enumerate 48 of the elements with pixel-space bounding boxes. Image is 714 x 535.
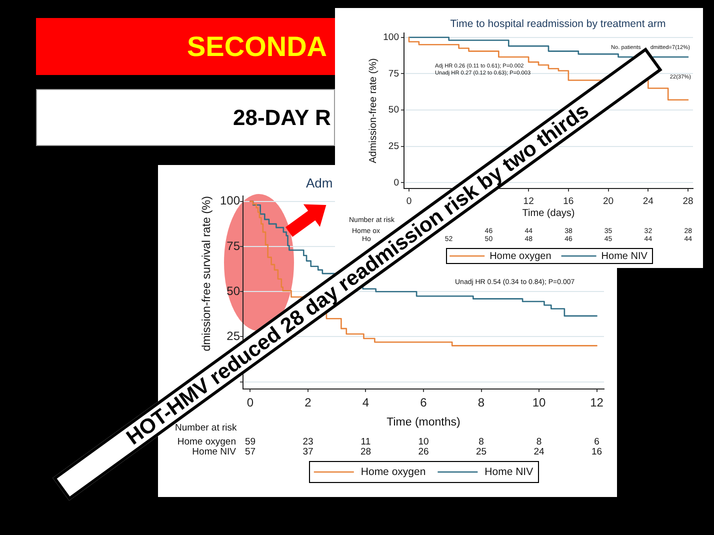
y-tick-label: 75 bbox=[226, 238, 240, 253]
text: 37 bbox=[302, 446, 314, 458]
legend-label: Home NIV bbox=[484, 466, 534, 478]
y-tick-label: 50 bbox=[226, 284, 240, 298]
x-axis-title: Time (months) bbox=[386, 416, 461, 428]
x-tick-label: 0 bbox=[406, 196, 412, 207]
text: 23 bbox=[302, 436, 314, 448]
y-tick-label: 25 bbox=[388, 140, 399, 152]
y-axis-title: dmission-free survival rate (%) bbox=[201, 196, 214, 352]
text: 11 bbox=[360, 436, 371, 448]
x-tick-label: 0 bbox=[246, 396, 254, 410]
x-tick-label: 16 bbox=[563, 196, 574, 207]
x-axis-title: Time (days) bbox=[522, 208, 575, 219]
x-tick-label: 8 bbox=[478, 396, 485, 410]
x-tick-label: 20 bbox=[603, 196, 614, 207]
x-tick-label: 12 bbox=[523, 196, 534, 207]
y-tick-label: 100 bbox=[220, 194, 240, 208]
x-tick-label: 10 bbox=[532, 396, 546, 410]
x-tick-label: 24 bbox=[642, 196, 654, 207]
y-tick-label: 0 bbox=[394, 177, 399, 188]
text: 28-DAY R bbox=[233, 104, 331, 130]
text: 24 bbox=[534, 446, 544, 458]
x-tick-label: 4 bbox=[362, 396, 370, 410]
text: 28 bbox=[360, 446, 372, 458]
x-tick-label: 12 bbox=[590, 396, 604, 410]
legend-label: Home oxygen bbox=[360, 466, 426, 478]
x-tick-label: 2 bbox=[304, 396, 312, 410]
text: 25 bbox=[476, 446, 487, 458]
x-tick-label: 6 bbox=[420, 396, 428, 410]
legend-label: Home NIV bbox=[601, 250, 648, 262]
text: SECONDA bbox=[187, 30, 328, 62]
y-tick-label: 75 bbox=[388, 68, 399, 80]
text: 8 bbox=[478, 436, 484, 448]
text: 16 bbox=[591, 446, 602, 458]
chart-title: Adm bbox=[306, 176, 333, 191]
text: 8 bbox=[536, 436, 542, 448]
chart-title: Time to hospital readmission by treatment arm bbox=[450, 18, 666, 30]
y-tick-label: 100 bbox=[383, 32, 399, 43]
legend-label: Home oxygen bbox=[490, 250, 552, 262]
x-tick-label: 28 bbox=[682, 196, 694, 207]
text: 10 bbox=[418, 436, 429, 448]
text: Home NIV bbox=[192, 446, 237, 458]
y-axis-title: Admission-free rate (%) bbox=[368, 58, 379, 164]
text: 26 bbox=[418, 446, 429, 458]
text: 57 bbox=[244, 446, 256, 458]
y-tick-label: 50 bbox=[388, 104, 399, 116]
text: 59 bbox=[244, 436, 256, 448]
text: 6 bbox=[594, 436, 600, 448]
